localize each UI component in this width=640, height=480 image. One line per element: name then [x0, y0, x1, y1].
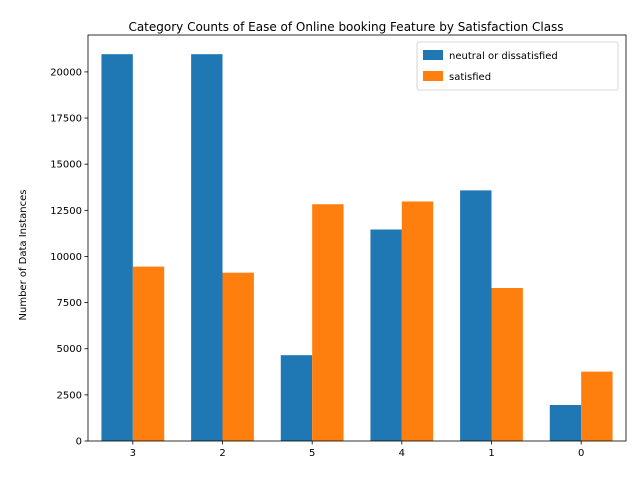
- bar-neutral-or-dissatisfied-4: [370, 229, 402, 441]
- bar-satisfied-5: [312, 204, 344, 441]
- bar-satisfied-4: [401, 201, 434, 441]
- bars: [101, 54, 613, 441]
- bar-satisfied-2: [222, 272, 254, 441]
- chart-title: Category Counts of Ease of Online bookin…: [128, 20, 563, 34]
- x-tick-label: 3: [130, 448, 136, 459]
- bar-neutral-or-dissatisfied-1: [460, 190, 492, 441]
- y-tick-label: 7500: [57, 298, 82, 309]
- y-axis-label: Number of Data Instances: [18, 190, 29, 321]
- legend: neutral or dissatisfied satisfied: [416, 41, 619, 91]
- bar-neutral-or-dissatisfied-3: [101, 54, 133, 441]
- plot-frame: [87, 34, 627, 442]
- y-tick-label: 17500: [50, 114, 82, 125]
- legend-box: [416, 41, 619, 91]
- y-tick-label: 0: [76, 437, 82, 448]
- y-tick-label: 15000: [50, 160, 82, 171]
- bar-satisfied-1: [491, 288, 523, 441]
- x-tick-label: 1: [488, 448, 494, 459]
- y-tick-label: 2500: [57, 390, 82, 401]
- x-tick-label: 5: [309, 448, 315, 459]
- legend-swatch: [423, 50, 443, 60]
- y-tick-label: 10000: [50, 252, 82, 263]
- y-axis: 0 2500 5000 7500 10000 12500 15000 17500 20000: [50, 67, 88, 448]
- bar-neutral-or-dissatisfied-0: [549, 405, 582, 441]
- x-tick-label: 2: [219, 448, 225, 459]
- plot-background: [88, 35, 626, 441]
- legend-label: neutral or dissatisfied: [449, 51, 558, 62]
- bar-neutral-or-dissatisfied-5: [280, 355, 313, 441]
- x-tick-label: 4: [399, 448, 405, 459]
- bar-satisfied-3: [132, 266, 165, 441]
- x-tick-label: 0: [578, 448, 584, 459]
- x-axis: 3 2 5 4 1 0: [130, 441, 584, 459]
- legend-label: satisfied: [449, 72, 491, 83]
- y-tick-label: 12500: [50, 206, 82, 217]
- y-tick-label: 20000: [50, 67, 82, 78]
- y-tick-label: 5000: [57, 344, 82, 355]
- legend-swatch: [423, 71, 443, 81]
- bar-satisfied-0: [581, 371, 613, 441]
- plot-area: [88, 35, 626, 441]
- bar-neutral-or-dissatisfied-2: [191, 54, 223, 441]
